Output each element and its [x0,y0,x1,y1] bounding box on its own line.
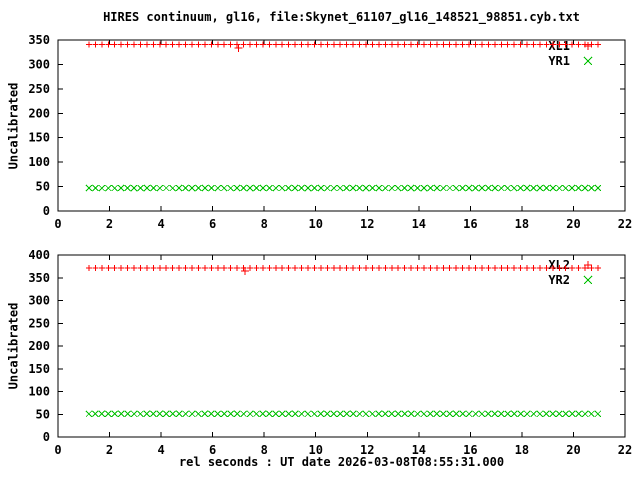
svg-text:150: 150 [28,131,50,145]
svg-text:16: 16 [463,217,477,231]
x-axis-label: rel seconds : UT date 2026-03-08T08:55:3… [178,455,505,469]
svg-text:8: 8 [261,443,268,457]
chart-title: HIRES continuum, gl16, file:Skynet_61107… [103,10,580,24]
svg-text:350: 350 [28,33,50,47]
svg-text:350: 350 [28,271,50,285]
svg-text:8: 8 [261,217,268,231]
svg-text:250: 250 [28,316,50,330]
svg-text:400: 400 [28,248,50,262]
svg-text:6: 6 [209,443,216,457]
svg-text:150: 150 [28,362,50,376]
svg-text:12: 12 [360,443,374,457]
svg-text:4: 4 [157,443,164,457]
svg-text:20: 20 [566,217,580,231]
svg-text:6: 6 [209,217,216,231]
svg-text:50: 50 [36,407,50,421]
svg-text:14: 14 [412,443,426,457]
svg-text:16: 16 [463,443,477,457]
svg-text:0: 0 [43,204,50,218]
svg-text:300: 300 [28,57,50,71]
svg-text:22: 22 [618,217,632,231]
svg-text:0: 0 [54,217,61,231]
legend-label-yr2: YR2 [548,273,570,287]
svg-text:22: 22 [618,443,632,457]
svg-text:2: 2 [106,443,113,457]
svg-text:200: 200 [28,106,50,120]
svg-text:250: 250 [28,82,50,96]
svg-text:10: 10 [309,217,323,231]
svg-text:18: 18 [515,217,529,231]
svg-text:300: 300 [28,294,50,308]
svg-text:4: 4 [157,217,164,231]
svg-text:20: 20 [566,443,580,457]
svg-text:100: 100 [28,155,50,169]
svg-text:12: 12 [360,217,374,231]
svg-text:10: 10 [309,443,323,457]
svg-text:0: 0 [43,430,50,444]
svg-text:0: 0 [54,443,61,457]
svg-text:14: 14 [412,217,426,231]
svg-text:200: 200 [28,339,50,353]
svg-text:2: 2 [106,217,113,231]
svg-text:100: 100 [28,385,50,399]
svg-text:18: 18 [515,443,529,457]
legend-label-yr1: YR1 [548,54,570,68]
svg-text:50: 50 [36,180,50,194]
